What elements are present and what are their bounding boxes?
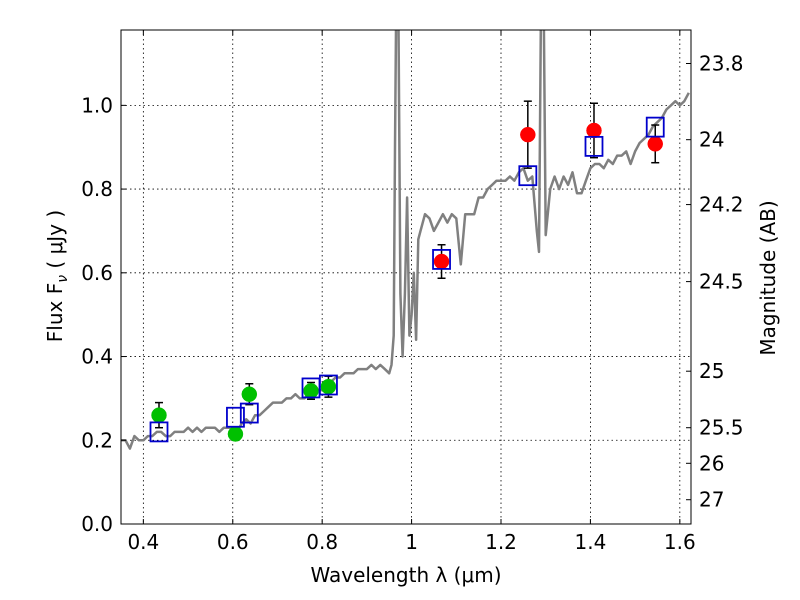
x-tick-label: 1.6	[664, 530, 696, 554]
model-flux-square	[319, 374, 338, 396]
right-tick-label: 25	[699, 359, 724, 383]
model-flux-square	[226, 406, 245, 428]
x-tick-label: 0.4	[127, 530, 159, 554]
green-photometry-point	[227, 426, 244, 442]
axis-ticks: 0.4 0.6 0.8 1 1.2 1.4 1.6 0.0 0.2 0.4 0.6 0.8 1.0 23.…	[81, 30, 744, 554]
model-flux-square	[645, 116, 665, 138]
green-photometry-point	[303, 383, 319, 399]
right-tick-label: 23.8	[699, 51, 744, 75]
x-axis-label: Wavelength λ (μm)	[310, 563, 501, 587]
y-tick-label: 0.0	[81, 512, 113, 536]
green-photometry-point	[241, 386, 258, 402]
model-flux-square	[149, 421, 169, 443]
x-tick-label: 1.4	[575, 530, 607, 554]
model-flux-square	[432, 249, 451, 270]
right-axis-label: Magnitude (AB)	[756, 200, 780, 355]
green-photometry-point	[151, 407, 167, 423]
green-photometry-point	[320, 378, 337, 395]
red-photometry-point	[433, 253, 450, 270]
right-tick-label: 27	[699, 488, 724, 512]
x-tick-label: 1	[405, 530, 418, 554]
right-tick-label: 24.2	[699, 193, 744, 217]
y-tick-label: 0.4	[81, 345, 113, 369]
y-tick-label: 0.2	[81, 428, 113, 452]
y-tick-label: 0.8	[81, 177, 113, 201]
right-tick-label: 26	[699, 451, 724, 475]
y-tick-label: 1.0	[81, 93, 113, 117]
x-tick-label: 1.2	[485, 530, 517, 554]
model-flux-square	[239, 402, 259, 424]
y-axis-label: Flux Fν ( μJy )	[43, 210, 71, 342]
red-photometry-point	[647, 136, 663, 152]
right-tick-label: 25.5	[699, 416, 744, 440]
right-tick-label: 24.5	[699, 270, 744, 294]
model-flux-square	[518, 165, 538, 187]
model-spectrum-line	[121, 30, 690, 450]
model-spectrum-layer	[121, 30, 690, 450]
plot-frame	[120, 29, 692, 525]
model-flux-square	[584, 135, 604, 157]
red-photometry-point	[520, 126, 536, 143]
x-tick-label: 0.8	[306, 530, 338, 554]
photometry-points	[149, 100, 665, 443]
red-photometry-point	[586, 122, 602, 139]
right-tick-label: 24	[699, 128, 724, 152]
x-tick-label: 0.6	[217, 530, 249, 554]
y-tick-label: 0.6	[81, 261, 113, 285]
